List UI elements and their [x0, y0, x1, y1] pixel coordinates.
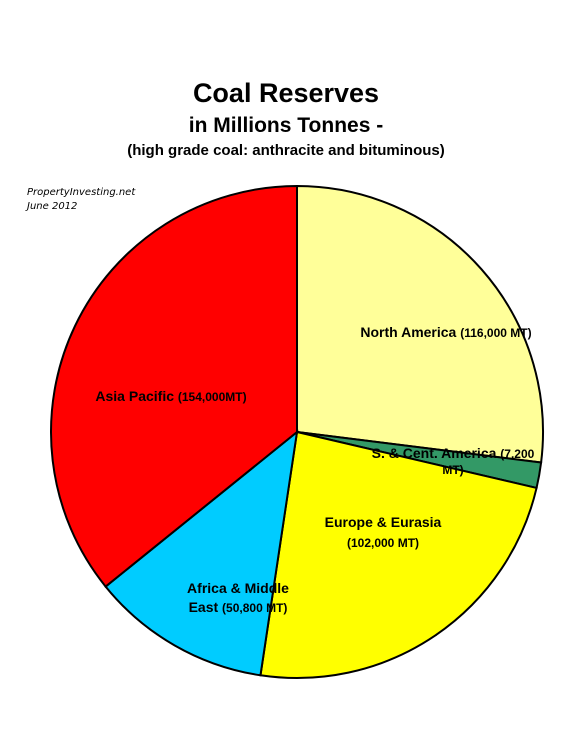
chart-subtitle-note: (high grade coal: anthracite and bitumin…: [127, 142, 445, 159]
source-site: PropertyInvesting.net: [27, 187, 136, 198]
pie-slice-africa-middle-east: [104, 429, 299, 677]
pie-slice-europe-eurasia: [259, 430, 538, 679]
slice-label-asia-pacific: Asia Pacific (154,000MT): [95, 388, 246, 404]
slice-label-value: (116,000 MT): [460, 326, 531, 340]
slice-label-name: Europe & Eurasia: [325, 514, 442, 530]
source-credit: PropertyInvesting.net June 2012: [27, 186, 135, 214]
chart-title: Coal Reserves: [192, 78, 380, 108]
slice-label-africa-middle-east: Africa & Middle East (50,800 MT): [187, 580, 289, 615]
chart-subtitle: in Millions Tonnes -: [188, 114, 384, 137]
source-date: June 2012: [27, 201, 78, 212]
slice-label-europe-eurasia: Europe & Eurasia (102,000 MT): [325, 514, 442, 550]
slice-label-name: North America: [360, 324, 460, 340]
slice-label-north-america: North America (116,000 MT): [360, 324, 531, 340]
slice-label-name: East: [189, 599, 222, 615]
slice-label-value: (102,000 MT): [347, 536, 419, 550]
slice-label-s-cent-america: S. & Cent. America (7,200 MT): [372, 445, 535, 477]
slice-label-name: Asia Pacific: [95, 388, 178, 404]
pie-slice-north-america: [296, 184, 544, 464]
slice-label-value: (154,000MT): [178, 390, 247, 404]
pie-slice-asia-pacific: [50, 184, 298, 588]
slice-label-name: S. & Cent. America: [372, 445, 501, 461]
slice-label-value: MT): [442, 463, 463, 477]
slice-label-value: (7,200: [500, 447, 534, 461]
slice-label-value: (50,800 MT): [222, 601, 287, 615]
slice-label-name: Africa & Middle: [187, 580, 289, 596]
